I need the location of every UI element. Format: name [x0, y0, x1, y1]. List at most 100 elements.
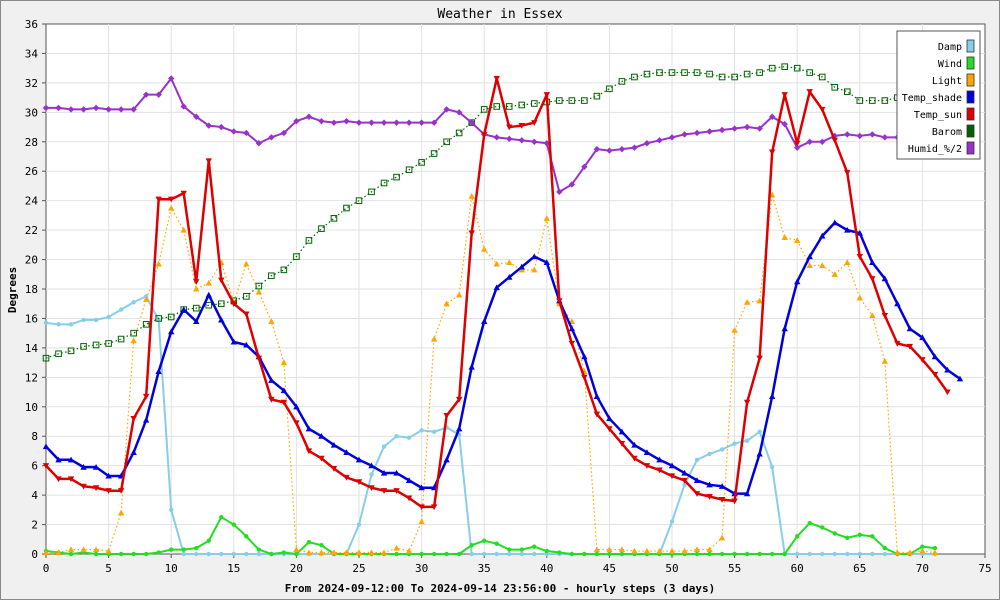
- data-point: [781, 63, 788, 70]
- data-point: [532, 544, 537, 549]
- y-tick-label: 10: [25, 401, 38, 414]
- data-point: [418, 119, 425, 126]
- data-point: [870, 534, 875, 539]
- data-point: [818, 73, 826, 81]
- data-point: [117, 106, 125, 113]
- data-point: [343, 549, 350, 556]
- data-point: [507, 551, 512, 557]
- data-point: [394, 434, 399, 439]
- data-point: [820, 551, 825, 557]
- data-point: [118, 307, 124, 312]
- data-point: [919, 334, 926, 341]
- data-point: [194, 545, 199, 551]
- data-point: [631, 144, 638, 151]
- data-point: [693, 546, 701, 553]
- y-tick-label: 8: [31, 430, 38, 443]
- data-point: [819, 106, 826, 113]
- data-point: [768, 149, 776, 156]
- data-point: [430, 504, 438, 511]
- data-point: [594, 551, 600, 557]
- data-point: [881, 275, 889, 282]
- data-point: [881, 312, 889, 319]
- data-point: [256, 551, 262, 557]
- data-point: [656, 456, 663, 463]
- data-point: [668, 134, 676, 141]
- data-point: [305, 113, 313, 120]
- data-point: [80, 463, 87, 470]
- data-point: [92, 546, 100, 553]
- data-point: [255, 355, 263, 362]
- data-point: [768, 393, 776, 400]
- data-point: [405, 477, 413, 483]
- data-point: [531, 253, 538, 260]
- data-point: [118, 551, 124, 557]
- data-point: [931, 549, 939, 556]
- data-point: [769, 551, 775, 557]
- data-point: [419, 551, 424, 557]
- data-point: [244, 534, 249, 539]
- data-point: [393, 469, 400, 476]
- y-tick-label: 22: [25, 224, 38, 237]
- data-point: [618, 145, 626, 153]
- data-point: [219, 514, 224, 520]
- data-point: [130, 337, 137, 344]
- data-point: [293, 403, 300, 410]
- data-point: [857, 532, 862, 538]
- data-point: [920, 544, 925, 549]
- data-point: [832, 551, 837, 557]
- data-point: [593, 92, 601, 100]
- series-temp-shade: [42, 219, 964, 497]
- data-point: [230, 301, 237, 307]
- legend: Damp Wind Light Temp_shade Temp_sun Barom Humi…: [896, 30, 981, 160]
- data-point: [656, 69, 663, 76]
- data-point: [643, 449, 651, 455]
- data-point: [769, 464, 775, 470]
- data-point: [80, 546, 87, 553]
- data-point: [794, 144, 801, 151]
- data-point: [443, 138, 450, 146]
- data-point: [493, 134, 500, 141]
- y-tick-label: 0: [31, 548, 38, 561]
- data-point: [631, 441, 638, 448]
- data-point: [781, 92, 788, 98]
- data-point: [444, 551, 449, 557]
- data-point: [506, 124, 513, 131]
- data-point: [607, 551, 612, 557]
- data-point: [894, 549, 901, 556]
- data-point: [845, 535, 850, 541]
- data-point: [56, 322, 61, 327]
- data-point: [231, 551, 236, 557]
- data-point: [693, 491, 701, 497]
- data-point: [643, 140, 651, 147]
- data-point: [606, 147, 613, 154]
- data-point: [130, 106, 137, 113]
- legend-label-light: Light: [932, 76, 962, 87]
- data-point: [193, 318, 200, 324]
- data-point: [643, 547, 651, 554]
- data-point: [43, 320, 49, 326]
- data-point: [243, 293, 250, 300]
- data-point: [142, 321, 150, 328]
- data-point: [493, 260, 500, 267]
- data-point: [494, 551, 499, 557]
- data-point: [506, 135, 513, 143]
- data-point: [919, 547, 926, 554]
- data-point: [732, 551, 737, 557]
- data-point: [568, 181, 576, 188]
- data-point: [217, 300, 225, 308]
- data-point: [581, 374, 588, 381]
- data-point: [155, 315, 162, 322]
- data-point: [393, 173, 400, 181]
- data-point: [368, 549, 375, 556]
- y-tick-label: 2: [31, 519, 38, 532]
- data-point: [418, 518, 425, 525]
- legend-box: [896, 30, 981, 160]
- data-point: [281, 550, 287, 555]
- data-point: [807, 520, 812, 526]
- data-point: [693, 477, 701, 483]
- data-point: [493, 75, 500, 82]
- data-point: [568, 325, 576, 332]
- y-tick-label: 24: [25, 195, 39, 208]
- series-temp-sun: [42, 75, 951, 511]
- data-point: [92, 104, 100, 112]
